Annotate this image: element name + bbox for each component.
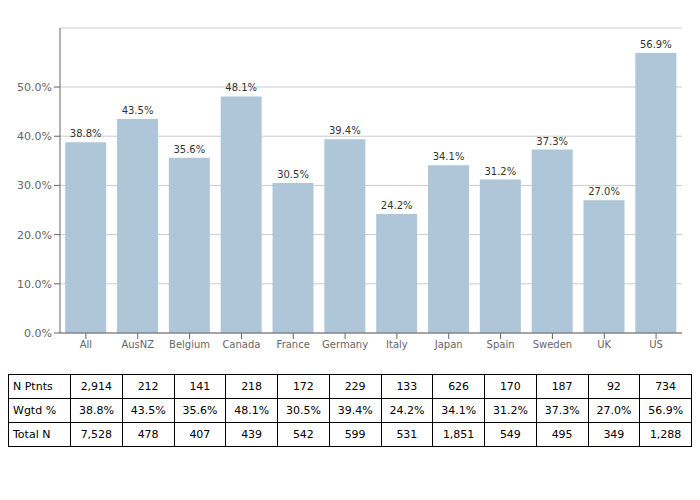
svg-text:30.5%: 30.5% [277,169,309,180]
html-text:495: 495 [551,428,573,441]
html-text:549: 549 [499,428,521,441]
html-text:133: 133 [396,380,418,393]
html-text:35.6%: 35.6% [182,404,218,417]
html-text:478: 478 [137,428,159,441]
svg-text:Belgium: Belgium [169,339,210,350]
svg-text:UK: UK [597,339,611,350]
html-text:734: 734 [655,380,677,393]
html-text:34.1%: 34.1% [441,404,477,417]
svg-text:All: All [80,339,92,350]
svg-text:20.0%: 20.0% [17,229,52,242]
svg-text:Japan: Japan [434,339,463,350]
html-text:599: 599 [344,428,366,441]
svg-text:Sweden: Sweden [533,339,573,350]
html-text:170: 170 [499,380,521,393]
svg-text:27.0%: 27.0% [588,186,620,197]
svg-text:24.2%: 24.2% [381,200,413,211]
html-text:2,914: 2,914 [80,380,113,393]
svg-text:30.0%: 30.0% [17,179,52,192]
svg-text:AusNZ: AusNZ [121,339,154,350]
svg-text:48.1%: 48.1% [225,82,257,93]
html-text:24.2%: 24.2% [389,404,425,417]
html-text:531: 531 [396,428,418,441]
html-text:626: 626 [448,380,470,393]
svg-text:10.0%: 10.0% [17,278,52,291]
svg-text:37.3%: 37.3% [536,136,568,147]
html-text:27.0%: 27.0% [596,404,632,417]
svg-text:Germany: Germany [322,339,368,350]
html-text:37.3%: 37.3% [544,404,580,417]
html-text:43.5%: 43.5% [130,404,166,417]
svg-text:50.0%: 50.0% [17,81,52,94]
html-text:407: 407 [189,428,211,441]
html-text:31.2%: 31.2% [492,404,528,417]
html-text:92: 92 [606,380,621,393]
html-text:172: 172 [292,380,314,393]
html-text:439: 439 [241,428,263,441]
html-text:7,528: 7,528 [80,428,113,441]
html-text:38.8%: 38.8% [78,404,114,417]
svg-text:Italy: Italy [386,339,408,350]
html-text:229: 229 [344,380,366,393]
svg-text:0.0%: 0.0% [24,327,52,340]
svg-text:56.9%: 56.9% [640,39,672,50]
svg-text:39.4%: 39.4% [329,125,361,136]
svg-text:35.6%: 35.6% [173,144,205,155]
html-text:39.4%: 39.4% [337,404,373,417]
html-text:218: 218 [241,380,263,393]
html-text:1,288: 1,288 [649,428,682,441]
svg-text:38.8%: 38.8% [70,128,102,139]
html-text:48.1%: 48.1% [234,404,270,417]
html-text:542: 542 [292,428,314,441]
svg-text:Spain: Spain [487,339,515,350]
html-text:Total N: Total N [13,428,51,441]
svg-text:31.2%: 31.2% [484,166,516,177]
html-text:N Ptnts: N Ptnts [13,380,53,393]
svg-text:Canada: Canada [222,339,260,350]
html-text:187: 187 [551,380,573,393]
html-text:1,851: 1,851 [442,428,475,441]
svg-text:France: France [277,339,310,350]
html-text:212: 212 [137,380,159,393]
svg-text:34.1%: 34.1% [433,151,465,162]
html-text:141: 141 [189,380,211,393]
html-text:349: 349 [603,428,625,441]
svg-text:US: US [649,339,663,350]
html-text:56.9%: 56.9% [648,404,684,417]
html-text:30.5%: 30.5% [285,404,321,417]
svg-text:40.0%: 40.0% [17,130,52,143]
html-text:Wgtd %: Wgtd % [13,404,57,417]
svg-text:43.5%: 43.5% [122,105,154,116]
